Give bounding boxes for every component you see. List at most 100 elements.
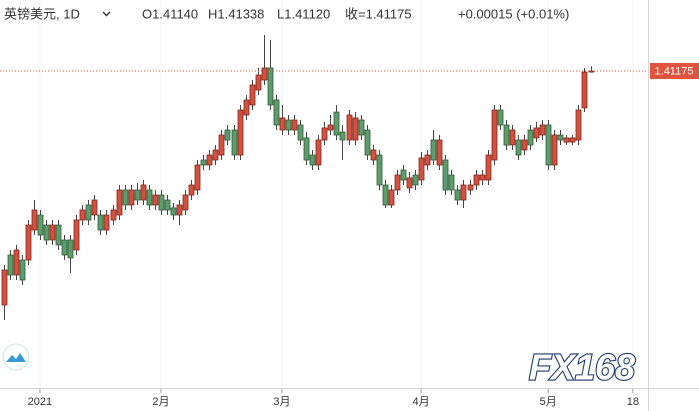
candle-body <box>218 134 225 156</box>
candle-body <box>116 189 123 216</box>
candle-body <box>515 139 522 156</box>
candle-body <box>249 84 256 106</box>
candle-body <box>79 209 86 221</box>
candle-body <box>358 119 365 136</box>
price-label-box <box>650 63 699 80</box>
candle-body <box>152 194 159 206</box>
candle-body <box>527 129 534 146</box>
candle-body <box>533 127 540 139</box>
candle-body <box>491 109 498 161</box>
candle-body <box>400 169 407 181</box>
candle-body <box>158 194 165 211</box>
candles <box>1 35 595 320</box>
candle-body <box>521 139 528 151</box>
candle-body <box>31 209 38 231</box>
x-tick-label: 2021 <box>28 396 52 408</box>
candle-body <box>19 259 26 281</box>
ohlc-value: H1.41338 <box>208 6 264 21</box>
candle-body <box>91 199 98 216</box>
candle-body <box>406 177 413 189</box>
candle-body <box>327 124 334 131</box>
candle-body <box>460 184 467 201</box>
candle-body <box>97 214 104 231</box>
x-tick-label: 4月 <box>413 396 430 408</box>
candle-body <box>448 174 455 191</box>
candle-body <box>370 149 377 161</box>
candle-body <box>237 109 244 156</box>
candle-body <box>261 67 268 81</box>
candle-body <box>176 204 183 216</box>
logo-icon[interactable] <box>2 343 30 371</box>
candle-body <box>231 129 238 156</box>
candle-body <box>273 99 280 126</box>
grid <box>39 0 634 388</box>
price-label: 1.41175 <box>655 65 694 77</box>
candle-body <box>436 139 443 166</box>
candle-body <box>485 154 492 181</box>
candle-body <box>73 219 80 251</box>
candle-body <box>376 154 383 186</box>
candle-body <box>25 224 32 261</box>
candle-body <box>352 117 359 141</box>
ohlc-legend: O1.41140 H1.41338 L1.41120 收=1.41175 +0.0001… <box>142 6 569 21</box>
candle-body <box>539 124 546 136</box>
x-tick-label: 5月 <box>540 396 557 408</box>
candle-body <box>85 204 92 221</box>
candle-body <box>146 189 153 206</box>
candle-body <box>473 174 480 186</box>
candle-body <box>388 189 395 206</box>
symbol: 英镑美元, 1D <box>4 6 80 21</box>
candle-body <box>412 174 419 186</box>
ohlc-value: +0.00015 (+0.01%) <box>458 6 569 21</box>
candle-body <box>1 269 8 306</box>
candle-body <box>200 159 207 166</box>
candle-body <box>188 184 195 196</box>
interval-dropdown[interactable] <box>102 11 111 17</box>
candle-body <box>182 194 189 211</box>
candle-body <box>557 134 564 141</box>
candle-body <box>267 67 274 106</box>
candle-body <box>206 154 213 166</box>
candle-body <box>37 214 44 236</box>
candle-body <box>497 109 504 126</box>
candle-body <box>224 129 231 141</box>
candle-body <box>128 189 135 206</box>
candle-body <box>339 131 346 141</box>
candle-body <box>394 174 401 191</box>
candle-body <box>140 184 147 201</box>
candle-body <box>291 119 298 131</box>
candle-body <box>7 254 14 276</box>
ohlc-value: L1.41120 <box>277 6 330 21</box>
candle-body <box>122 189 129 206</box>
candle-body <box>503 124 510 146</box>
candle-body <box>315 139 322 166</box>
candle-body <box>279 117 286 131</box>
candle-body <box>575 109 582 141</box>
candle-body <box>43 224 50 241</box>
candle-body <box>321 127 328 141</box>
candle-body <box>55 224 62 246</box>
candle-body <box>61 239 68 256</box>
candle-body <box>424 154 431 166</box>
x-tick-label: 2月 <box>152 396 169 408</box>
candle-body <box>255 74 262 91</box>
candle-body <box>551 134 558 166</box>
candle-body <box>212 149 219 161</box>
x-tick-label: 3月 <box>273 396 290 408</box>
candle-body <box>346 114 353 141</box>
candle-body <box>509 129 516 146</box>
ohlc-value: 收=1.41175 <box>345 6 412 21</box>
x-tick-label: 18 <box>627 396 639 408</box>
candle-body <box>49 224 56 241</box>
candle-body <box>309 154 316 166</box>
candle-body <box>164 199 171 211</box>
logo-mark <box>6 353 26 362</box>
candle-body <box>333 111 340 136</box>
candle-body <box>243 99 250 116</box>
candle-body <box>581 71 588 109</box>
candle-body <box>67 239 74 259</box>
candle-body <box>103 214 110 231</box>
candle-body <box>545 124 552 166</box>
candle-body <box>364 129 371 156</box>
